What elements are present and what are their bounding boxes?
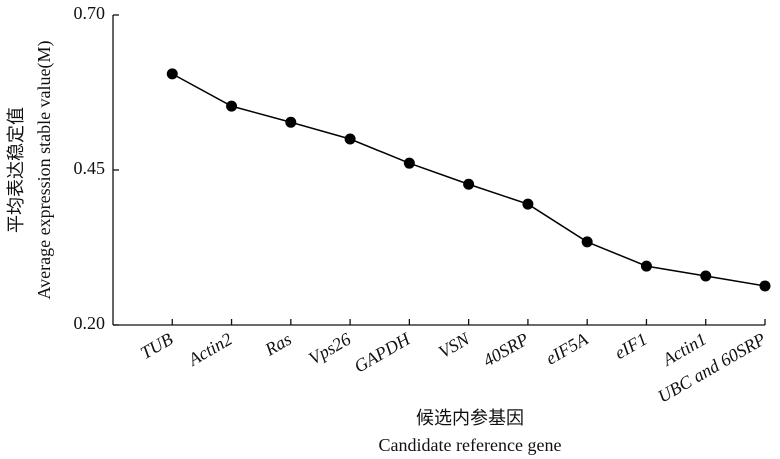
data-point — [581, 236, 593, 248]
x-tick-label: eIF5A — [542, 328, 592, 368]
x-tick-label: 40SRP — [480, 329, 532, 371]
x-tick-label: Ras — [261, 329, 295, 360]
y-tick-label: 0.45 — [74, 158, 106, 178]
data-point — [226, 100, 238, 112]
data-point — [700, 270, 712, 282]
x-tick-label: eIF1 — [611, 329, 650, 363]
data-point — [344, 133, 356, 145]
y-axis-label-cn: 平均表达稳定值 — [6, 107, 26, 233]
y-tick-label: 0.70 — [74, 3, 106, 23]
x-tick-label: GAPDH — [351, 328, 415, 376]
x-tick-label: VSN — [435, 328, 474, 362]
data-point — [166, 68, 178, 80]
data-point — [285, 116, 297, 128]
y-tick-label: 0.20 — [74, 313, 106, 333]
data-point — [403, 157, 415, 169]
data-point — [759, 280, 771, 292]
x-axis-label-en: Candidate reference gene — [379, 435, 562, 455]
data-point — [522, 198, 534, 210]
y-axis-label-en: Average expression stable value(M) — [34, 40, 55, 299]
x-tick-label: Actin2 — [184, 329, 236, 370]
x-tick-label: TUB — [137, 329, 176, 363]
x-axis-label-cn: 候选内参基因 — [416, 408, 524, 428]
data-point — [640, 260, 652, 272]
data-point — [463, 178, 475, 190]
x-tick-label: Vps26 — [305, 329, 354, 369]
